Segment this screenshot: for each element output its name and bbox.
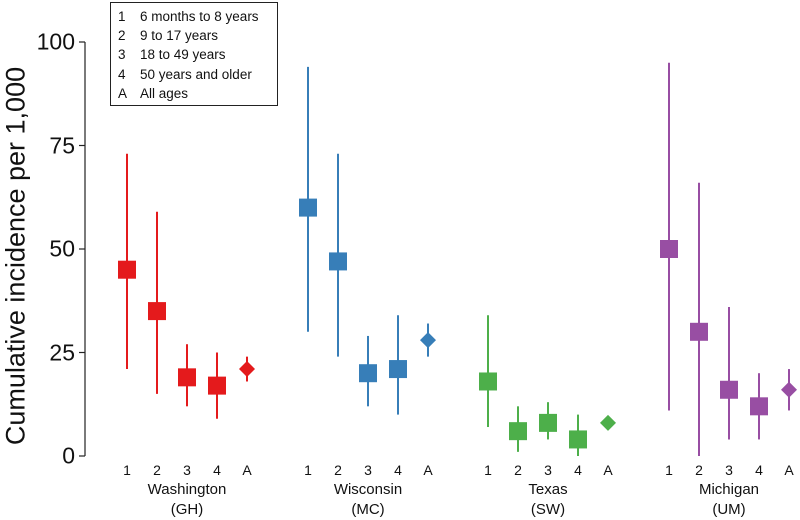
group-label: Wisconsin (MC) — [334, 480, 402, 520]
legend-entry: 4 50 years and older — [118, 65, 271, 84]
x-tick-label: 1 — [304, 462, 312, 478]
group-code: (UM) — [712, 501, 746, 518]
legend: 1 6 months to 8 years 2 9 to 17 years 3 18 … — [110, 2, 278, 106]
x-tick-label: 4 — [755, 462, 763, 478]
x-tick-label: 3 — [725, 462, 733, 478]
legend-code: 4 — [118, 66, 126, 82]
x-tick-label: A — [784, 462, 794, 478]
x-tick-label: 2 — [695, 462, 703, 478]
square-marker — [389, 360, 407, 379]
square-marker — [329, 252, 347, 271]
x-tick-label: 1 — [123, 462, 131, 478]
group-name: Texas — [528, 481, 568, 498]
x-tick-label: 4 — [574, 462, 582, 478]
group-label: Michigan (UM) — [699, 480, 759, 520]
legend-label: 6 months to 8 years — [140, 9, 259, 25]
group-code: (MC) — [351, 501, 385, 518]
square-marker — [539, 413, 557, 432]
x-tick-label: A — [242, 462, 252, 478]
legend-code: 1 — [118, 9, 126, 25]
group-label: Texas (SW) — [528, 480, 567, 520]
square-marker — [509, 422, 527, 441]
legend-entry: 2 9 to 17 years — [118, 26, 271, 45]
legend-label: All ages — [140, 85, 189, 101]
square-marker — [720, 380, 738, 399]
y-tick-label: 75 — [49, 132, 75, 158]
y-tick-label: 0 — [62, 442, 75, 469]
group-name: Washington — [147, 481, 227, 498]
legend-entry: A All ages — [118, 84, 271, 103]
x-tick-label: 2 — [334, 462, 342, 478]
y-tick-label: 25 — [49, 339, 75, 365]
x-tick-label: 1 — [484, 462, 492, 478]
x-tick-label: 4 — [394, 462, 402, 478]
square-marker — [690, 322, 708, 341]
diamond-marker — [420, 332, 436, 349]
x-tick-label: A — [603, 462, 613, 478]
square-marker — [208, 376, 226, 395]
square-marker — [750, 397, 768, 416]
x-tick-label: 2 — [153, 462, 161, 478]
x-tick-label: 2 — [514, 462, 522, 478]
legend-code: 2 — [118, 28, 126, 44]
square-marker — [118, 260, 136, 279]
x-tick-label: 4 — [213, 462, 221, 478]
square-marker — [178, 368, 196, 387]
legend-label: 9 to 17 years — [140, 28, 219, 44]
square-marker — [359, 364, 377, 383]
group-code: (GH) — [170, 501, 204, 518]
square-marker — [569, 430, 587, 449]
diamond-marker — [239, 361, 255, 378]
y-tick-label: 100 — [36, 28, 75, 55]
legend-entry: 1 6 months to 8 years — [118, 7, 271, 26]
legend-code: 3 — [118, 47, 126, 63]
diamond-marker — [781, 381, 797, 398]
square-marker — [148, 302, 166, 321]
square-marker — [479, 372, 497, 391]
x-tick-label: 3 — [364, 462, 372, 478]
group-name: Michigan — [698, 481, 760, 498]
legend-label: 50 years and older — [140, 66, 252, 82]
legend-label: 18 to 49 years — [140, 47, 226, 63]
x-tick-label: 3 — [544, 462, 552, 478]
y-tick-label: 50 — [49, 235, 75, 262]
legend-code: A — [118, 85, 128, 101]
diamond-marker — [600, 414, 616, 431]
group-code: (SW) — [530, 501, 566, 518]
legend-entry: 3 18 to 49 years — [118, 45, 271, 64]
x-tick-label: A — [423, 462, 433, 478]
square-marker — [660, 240, 678, 258]
group-name: Wisconsin — [333, 481, 403, 498]
x-tick-label: 3 — [183, 462, 191, 478]
x-tick-label: 1 — [665, 462, 673, 478]
group-label: Washington (GH) — [148, 480, 227, 520]
square-marker — [299, 198, 317, 217]
